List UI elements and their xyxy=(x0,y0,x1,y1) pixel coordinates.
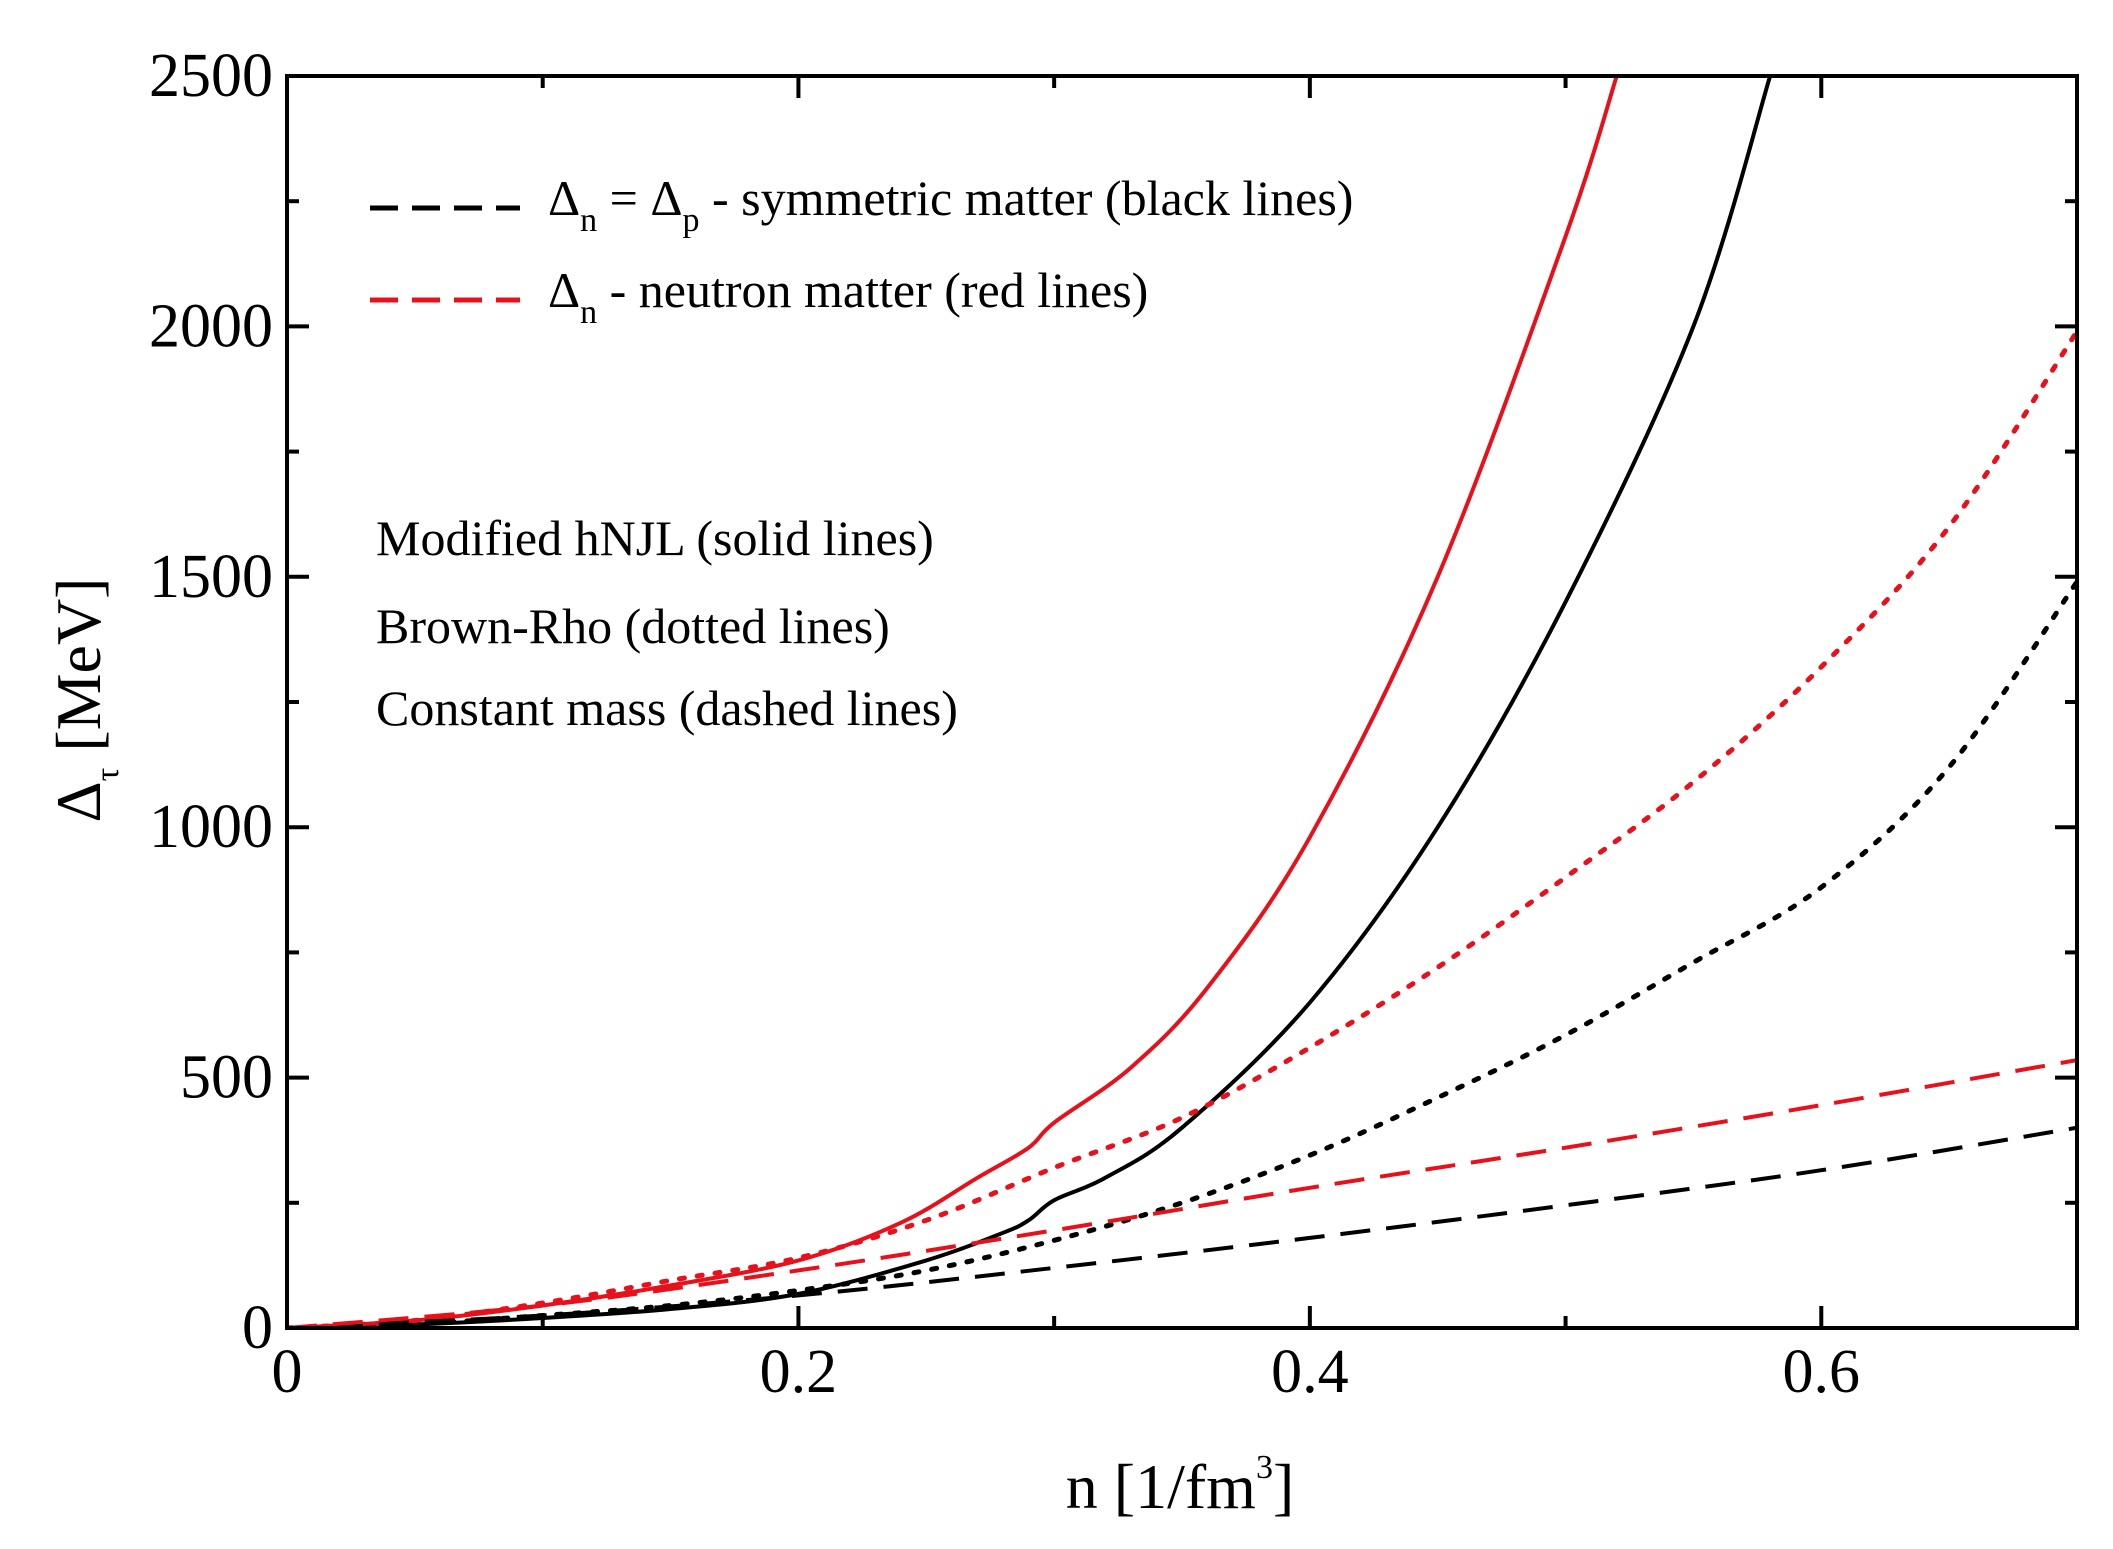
legend-label-symmetric: Δn = Δp - symmetric matter (black lines) xyxy=(548,170,1353,239)
y-axis-title-unit: [MeV] xyxy=(43,578,114,768)
annotation-modified-hnjl: Modified hNJL (solid lines) xyxy=(376,510,934,566)
x-tick-label: 0.4 xyxy=(1271,1338,1349,1406)
x-axis-title-close: ] xyxy=(1273,1451,1294,1522)
annotation-constant-mass: Constant mass (dashed lines) xyxy=(376,680,958,736)
legend-symmetric-rest: - symmetric matter (black lines) xyxy=(700,170,1354,226)
plot-frame xyxy=(285,74,2079,1330)
annotations: Modified hNJL (solid lines) Brown-Rho (d… xyxy=(376,510,958,736)
legend-neutron-rest: - neutron matter (red lines) xyxy=(597,262,1148,318)
annotation-brown-rho: Brown-Rho (dotted lines) xyxy=(376,598,890,654)
legend-neutron-sub1: n xyxy=(580,294,597,331)
x-axis-title-sup: 3 xyxy=(1256,1449,1273,1486)
y-axis-title-sub: τ xyxy=(89,768,126,782)
y-tick-label: 2500 xyxy=(149,42,273,110)
y-tick-label: 500 xyxy=(180,1044,273,1112)
legend-symmetric-sub1: n xyxy=(580,202,597,239)
legend: Δn = Δp - symmetric matter (black lines)… xyxy=(370,170,1353,331)
x-axis-title-main: n [1/fm xyxy=(1066,1451,1256,1522)
y-tick-label: 1000 xyxy=(149,793,273,861)
series-layer xyxy=(287,76,2077,1328)
y-tick-label: 0 xyxy=(242,1294,273,1362)
y-tick-label: 2000 xyxy=(149,292,273,360)
series-line-5 xyxy=(287,1058,2077,1328)
x-tick-label: 0.6 xyxy=(1783,1338,1861,1406)
x-tick-label: 0.2 xyxy=(760,1338,838,1406)
series-line-3 xyxy=(287,328,2077,1328)
x-tick-label: 0 xyxy=(272,1338,303,1406)
y-tick-label: 1500 xyxy=(149,543,273,611)
legend-symmetric-sym2: Δ xyxy=(650,170,682,226)
tick-labels-layer: 0 0.2 0.4 0.6 0 500 1000 1500 2000 2500 xyxy=(149,42,1860,1406)
legend-neutron-sym1: Δ xyxy=(548,262,580,318)
legend-symmetric-sub2: p xyxy=(683,202,700,239)
series-line-0 xyxy=(287,76,1773,1328)
legend-symmetric-mid: = xyxy=(597,170,650,226)
y-axis-title: Δτ [MeV] xyxy=(43,578,126,823)
legend-label-neutron: Δn - neutron matter (red lines) xyxy=(548,262,1148,331)
legend-symmetric-sym1: Δ xyxy=(548,170,580,226)
series-line-4 xyxy=(287,1125,2077,1328)
legend-entry-symmetric: Δn = Δp - symmetric matter (black lines) xyxy=(370,170,1353,239)
x-axis-title: n [1/fm3] xyxy=(1066,1449,1295,1522)
legend-entry-neutron: Δn - neutron matter (red lines) xyxy=(370,262,1148,331)
y-axis-title-symbol: Δ xyxy=(43,781,114,822)
series-line-2 xyxy=(287,579,2077,1328)
